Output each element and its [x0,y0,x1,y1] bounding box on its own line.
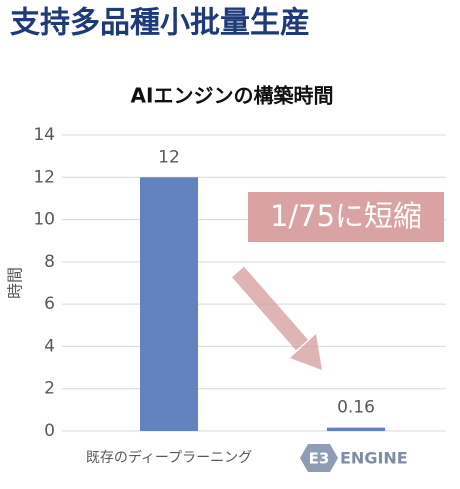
y-tick-label: 6 [44,294,55,314]
y-tick-label: 2 [44,379,55,399]
logo-badge: E3 [309,450,330,468]
value-label: 12 [158,147,180,167]
chart-title: AIエンジンの構築時間 [131,84,334,108]
value-label: 0.16 [337,398,375,418]
y-tick-label: 0 [44,421,55,441]
logo: E3 ENGINE [300,444,408,472]
bar [140,177,198,431]
y-tick-label: 12 [33,167,55,187]
arrow [231,266,322,370]
annotation-box [248,192,444,242]
y-tick-label: 8 [44,252,55,272]
y-tick-label: 4 [44,336,55,356]
x-tick-label: 既存のディープラーニング [86,449,252,466]
annotation: 1/75に短縮 [270,199,422,233]
bar [327,427,385,431]
y-axis-label: 時間 [6,267,25,299]
y-tick-label: 10 [33,210,55,230]
logo-text: ENGINE [340,449,408,468]
y-tick-label: 14 [33,125,55,145]
page-heading: 支持多品種小批量生産 [10,6,310,41]
